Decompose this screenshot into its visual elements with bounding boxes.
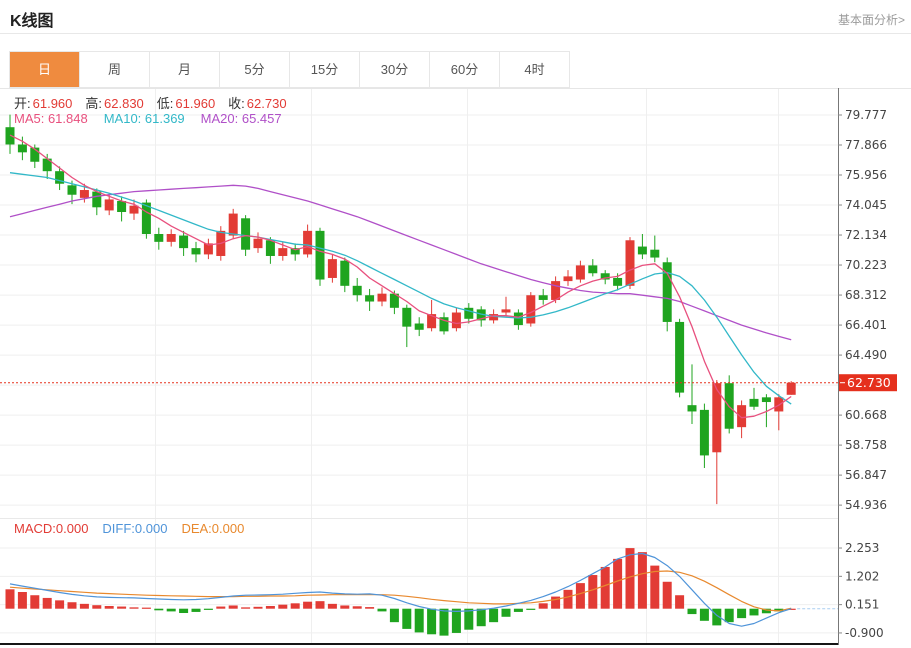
tab-5min[interactable]: 5分: [220, 52, 290, 87]
high-value: 62.830: [104, 96, 144, 111]
macd-legend: MACD:0.000 DIFF:0.000 DEA:0.000: [14, 521, 244, 536]
ohlc-open: 开: 61.960: [14, 93, 72, 112]
svg-text:79.777: 79.777: [845, 108, 887, 122]
svg-text:-0.900: -0.900: [845, 626, 884, 640]
close-value: 62.730: [246, 96, 287, 111]
ohlc-high: 高: 62.830: [85, 93, 143, 112]
svg-text:1.202: 1.202: [845, 569, 879, 583]
dea-value: DEA:0.000: [181, 521, 245, 536]
tab-30min[interactable]: 30分: [360, 52, 430, 87]
svg-text:62.730: 62.730: [847, 375, 891, 390]
price-line-badge-layer: 62.730: [0, 374, 897, 392]
low-value: 61.960: [175, 96, 216, 111]
ohlc-legend: 开: 61.960 高: 62.830 低: 61.960 收: 62.730: [14, 93, 287, 112]
macd-value: MACD:0.000: [14, 521, 89, 536]
grid-layer: [0, 88, 911, 643]
page-title: K线图: [10, 13, 54, 30]
tab-month[interactable]: 月: [150, 52, 220, 87]
ma5-value: MA5: 61.848: [14, 111, 88, 126]
open-value: 61.960: [32, 96, 73, 111]
tab-week[interactable]: 周: [80, 52, 150, 87]
svg-text:60.668: 60.668: [845, 408, 887, 422]
open-label: 开:: [14, 96, 31, 111]
ma10-value: MA10: 61.369: [103, 111, 185, 126]
tab-4hour[interactable]: 4时: [500, 52, 569, 87]
axis-layer: 79.777 77.866 75.956 74.045 72.134 70.223 68.3…: [0, 88, 887, 645]
tab-60min[interactable]: 60分: [430, 52, 500, 87]
tab-day[interactable]: 日: [10, 52, 80, 87]
svg-text:2.253: 2.253: [845, 541, 879, 555]
svg-text:70.223: 70.223: [845, 258, 887, 272]
svg-text:68.312: 68.312: [845, 288, 887, 302]
high-label: 高:: [85, 96, 103, 111]
svg-text:0.151: 0.151: [845, 598, 879, 612]
ma-lines-layer: [9, 134, 838, 627]
low-label: 低:: [156, 96, 174, 111]
svg-text:72.134: 72.134: [845, 228, 887, 242]
svg-text:64.490: 64.490: [845, 348, 887, 362]
macd-histogram-layer: [5, 548, 796, 636]
candles-layer: [5, 114, 796, 505]
svg-text:66.401: 66.401: [845, 318, 887, 332]
svg-text:74.045: 74.045: [845, 198, 887, 212]
ma20-value: MA20: 65.457: [200, 111, 282, 126]
kline-chart: 62.730 79.777 77.866 75.956 74.045 72.134 70.…: [0, 88, 911, 645]
diff-value: DIFF:0.000: [102, 521, 168, 536]
fundamental-analysis-link[interactable]: 基本面分析>: [837, 13, 905, 27]
period-tab-bar: 日 周 月 5分 15分 30分 60分 4时: [9, 51, 570, 88]
svg-text:77.866: 77.866: [845, 138, 887, 152]
ohlc-low: 低: 61.960: [157, 93, 215, 112]
ma-legend: MA5: 61.848 MA10: 61.369 MA20: 65.457: [14, 111, 282, 126]
close-label: 收:: [228, 96, 245, 111]
svg-text:54.936: 54.936: [845, 498, 887, 512]
header-divider: [0, 33, 911, 34]
svg-text:75.956: 75.956: [845, 168, 887, 182]
ohlc-close: 收: 62.730: [228, 93, 286, 112]
svg-text:56.847: 56.847: [845, 468, 887, 482]
svg-text:58.758: 58.758: [845, 438, 887, 452]
tab-15min[interactable]: 15分: [290, 52, 360, 87]
